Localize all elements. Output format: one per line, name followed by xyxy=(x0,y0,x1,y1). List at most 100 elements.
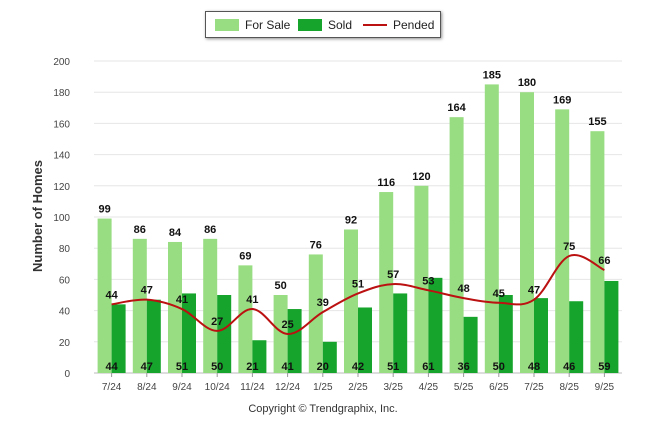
y-tick-label: 60 xyxy=(59,275,71,286)
sold-bar xyxy=(534,298,548,373)
for-sale-bar xyxy=(449,117,464,373)
pended-label: 45 xyxy=(493,288,505,300)
y-tick-label: 100 xyxy=(53,213,70,224)
sold-label: 36 xyxy=(457,361,469,373)
for-sale-bar xyxy=(273,295,288,373)
pended-label: 75 xyxy=(563,241,575,253)
x-tick-label: 3/25 xyxy=(383,382,403,393)
data-labels: 99 44 86 47 84 51 86 50 69 21 50 41 76 20 92 42 116 51 120… xyxy=(98,69,610,373)
sold-label: 41 xyxy=(281,361,293,373)
pended-label: 25 xyxy=(281,319,293,331)
x-tick-label: 10/24 xyxy=(205,382,230,393)
sold-label: 61 xyxy=(422,361,434,373)
for-sale-label: 76 xyxy=(310,239,322,251)
for-sale-label: 116 xyxy=(377,177,395,189)
for-sale-label: 99 xyxy=(98,204,110,216)
sold-bar xyxy=(428,277,443,373)
x-tick-label: 4/25 xyxy=(419,382,439,393)
y-axis-label: Number of Homes xyxy=(30,160,45,272)
sold-swatch xyxy=(298,18,322,31)
sold-label: 48 xyxy=(528,361,540,373)
sold-label: 44 xyxy=(105,361,118,373)
sold-bar xyxy=(463,316,478,373)
legend-item-for-sale[interactable]: For Sale xyxy=(215,12,290,37)
y-axis-ticks: 0 20 40 60 80 100 120 140 160 180 200 xyxy=(53,57,70,380)
x-tick-label: 9/25 xyxy=(595,382,615,393)
pended-label: 44 xyxy=(105,289,118,301)
sold-label: 21 xyxy=(246,361,258,373)
pended-label: 53 xyxy=(422,275,434,287)
sold-label: 59 xyxy=(598,361,610,373)
x-tick-label: 6/25 xyxy=(489,382,509,393)
sold-bar xyxy=(287,309,302,373)
for-sale-bar xyxy=(132,238,147,373)
sold-label: 51 xyxy=(387,361,399,373)
sold-label: 51 xyxy=(176,361,188,373)
sold-bar xyxy=(604,280,619,373)
legend-item-pended[interactable]: Pended xyxy=(363,12,434,37)
y-tick-label: 160 xyxy=(53,119,70,130)
x-tick-label: 7/25 xyxy=(524,382,544,393)
legend-item-sold[interactable]: Sold xyxy=(298,12,352,37)
y-tick-label: 140 xyxy=(53,151,70,162)
for-sale-label: 180 xyxy=(518,77,536,89)
for-sale-label: 164 xyxy=(447,102,466,114)
sold-label: 46 xyxy=(563,361,575,373)
sold-label: 20 xyxy=(317,361,329,373)
for-sale-bar xyxy=(308,254,323,373)
for-sale-label: 84 xyxy=(169,227,182,239)
x-tick-label: 1/25 xyxy=(313,382,333,393)
for-sale-label: 86 xyxy=(204,224,216,236)
y-tick-label: 200 xyxy=(53,57,70,68)
sold-bar xyxy=(393,293,408,373)
x-tick-label: 7/24 xyxy=(102,382,122,393)
sold-bar xyxy=(569,301,584,373)
for-sale-label: 185 xyxy=(483,69,501,81)
y-tick-label: 80 xyxy=(59,244,71,255)
legend-label-for-sale: For Sale xyxy=(245,17,291,32)
pended-series xyxy=(111,254,605,336)
x-axis-ticks: 7/24 8/24 9/24 10/24 11/24 12/24 1/25 2/25 3/25 4… xyxy=(102,373,615,393)
for-sale-bar xyxy=(344,229,358,373)
for-sale-bar xyxy=(484,84,499,374)
pended-label: 27 xyxy=(211,316,223,328)
legend-label-pended: Pended xyxy=(393,17,435,32)
pended-label: 47 xyxy=(528,285,540,297)
y-tick-label: 120 xyxy=(53,182,70,193)
for-sale-bar xyxy=(590,131,605,373)
sold-bar xyxy=(252,340,267,373)
y-tick-label: 180 xyxy=(53,88,70,99)
for-sale-bar xyxy=(97,218,112,373)
pended-label: 57 xyxy=(387,269,399,281)
for-sale-swatch xyxy=(215,18,239,31)
x-tick-label: 11/24 xyxy=(240,382,265,393)
for-sale-bar xyxy=(238,265,253,373)
for-sale-label: 155 xyxy=(588,116,606,128)
pended-label: 51 xyxy=(352,278,364,290)
for-sale-bar xyxy=(379,192,394,373)
sold-bar xyxy=(498,295,513,373)
y-tick-label: 20 xyxy=(59,338,71,349)
bars xyxy=(97,84,619,374)
pended-swatch xyxy=(363,23,387,26)
x-tick-label: 12/24 xyxy=(275,382,300,393)
sold-bar xyxy=(322,341,337,373)
copyright: Copyright © Trendgraphix, Inc. xyxy=(248,403,398,415)
y-tick-label: 40 xyxy=(59,307,71,318)
for-sale-label: 120 xyxy=(412,171,430,183)
pended-label: 41 xyxy=(176,294,188,306)
x-tick-label: 8/24 xyxy=(137,382,157,393)
for-sale-label: 92 xyxy=(345,214,357,226)
sold-label: 50 xyxy=(211,361,223,373)
for-sale-bar xyxy=(414,185,429,373)
pended-line xyxy=(111,254,605,336)
pended-label: 41 xyxy=(246,294,258,306)
x-tick-label: 2/25 xyxy=(348,382,368,393)
pended-label: 48 xyxy=(457,283,469,295)
for-sale-label: 86 xyxy=(134,224,146,236)
for-sale-label: 69 xyxy=(239,250,251,262)
pended-label: 47 xyxy=(141,285,153,297)
y-tick-label: 0 xyxy=(64,369,70,380)
sold-label: 50 xyxy=(493,361,505,373)
